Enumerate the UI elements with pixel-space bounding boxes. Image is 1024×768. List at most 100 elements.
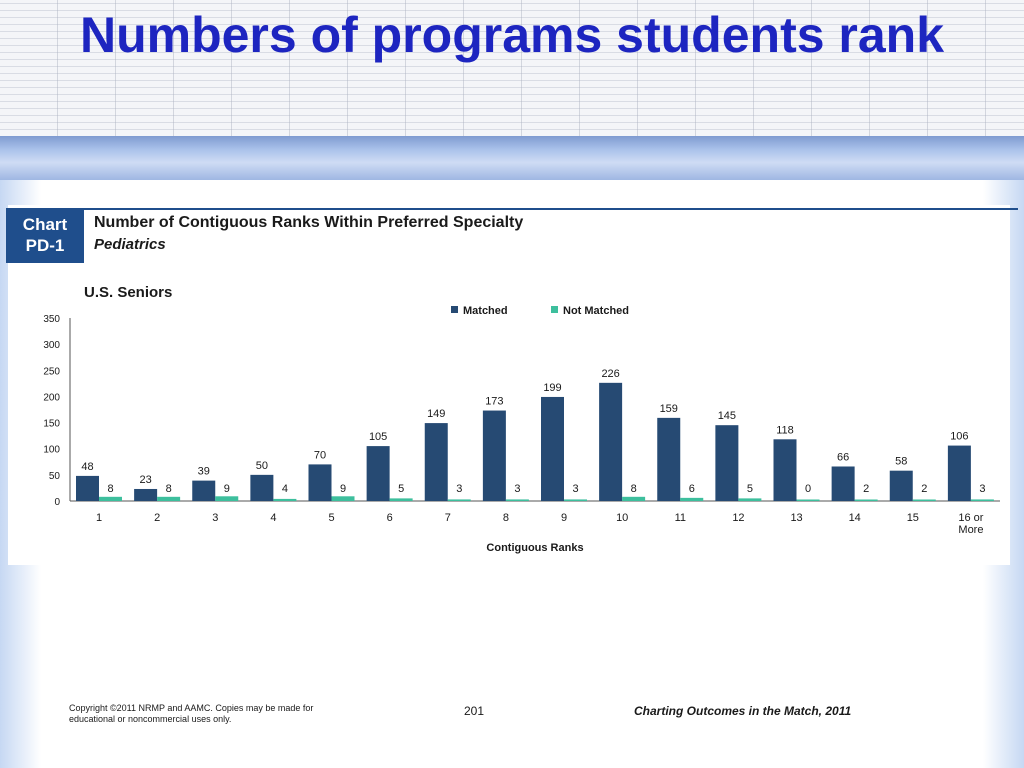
data-label-not-matched: 5 [398,483,404,495]
bar-matched [657,417,681,501]
bar-not-matched [273,498,297,501]
bar-not-matched [796,499,820,501]
data-label-matched: 173 [485,396,503,408]
chart-header-rule [84,208,1018,210]
chart-title: Number of Contiguous Ranks Within Prefer… [94,214,524,231]
data-label-matched: 70 [314,449,326,461]
x-tick-label: 7 [445,512,451,524]
data-label-not-matched: 2 [863,483,869,495]
bar-matched [76,475,99,501]
chart-panel [8,205,1010,565]
x-tick-label: 13 [790,512,802,524]
bar-matched [482,410,506,501]
header-band [0,136,1024,180]
bar-not-matched [157,496,181,501]
data-label-matched: 105 [369,431,387,443]
data-label-not-matched: 3 [514,483,520,495]
data-label-matched: 149 [427,408,445,420]
y-tick-label: 150 [43,419,60,430]
copyright-text: Copyright ©2011 NRMP and AAMC. Copies ma… [69,703,314,724]
bar-not-matched [680,497,704,501]
bar-not-matched [970,499,994,501]
x-tick-label: 8 [503,512,509,524]
data-label-matched: 48 [81,461,93,473]
data-label-not-matched: 8 [107,483,113,495]
x-tick-label: 9 [561,512,567,524]
page-number: 201 [464,704,485,718]
x-tick-label: 15 [907,512,919,524]
footer-title: Charting Outcomes in the Match, 2011 [634,704,852,718]
y-tick-label: 50 [49,471,61,482]
x-tick-label: 4 [270,512,276,524]
slide-title: Numbers of programs students rank [79,7,945,63]
data-label-matched: 118 [776,424,794,436]
bar-matched [134,488,158,501]
y-tick-label: 350 [43,314,60,325]
bar-not-matched [505,499,529,501]
data-label-not-matched: 6 [689,483,695,495]
bar-matched [715,425,739,501]
x-tick-label: 10 [616,512,628,524]
bar-not-matched [331,496,355,501]
data-label-not-matched: 2 [921,483,927,495]
legend-swatch [451,306,458,313]
bar-not-matched [912,499,936,501]
legend-label: Not Matched [563,305,629,317]
y-tick-label: 0 [54,497,60,508]
bar-matched [831,466,855,501]
data-label-matched: 106 [950,431,968,443]
bar-matched [308,464,332,501]
bar-not-matched [854,499,878,501]
y-tick-label: 100 [43,445,60,456]
chart-subtitle: Pediatrics [94,236,166,253]
bar-not-matched [564,499,587,501]
x-tick-label: 2 [154,512,160,524]
bar-matched [192,480,216,501]
bar-not-matched [447,499,471,501]
legend-label: Matched [463,305,508,317]
legend-swatch [551,306,558,313]
data-label-not-matched: 4 [282,483,288,495]
y-tick-label: 250 [43,366,60,377]
bar-not-matched [622,496,646,501]
data-label-matched: 159 [660,403,678,415]
x-tick-label: 1 [96,512,102,524]
data-label-matched: 39 [198,466,210,478]
y-tick-label: 300 [43,340,60,351]
x-tick-label: 11 [675,512,686,524]
chart-badge: Chart PD-1 [6,208,84,263]
data-label-matched: 58 [895,456,907,468]
data-label-not-matched: 3 [456,483,462,495]
data-label-not-matched: 3 [979,483,985,495]
data-label-not-matched: 5 [747,483,753,495]
data-label-not-matched: 3 [572,483,578,495]
group-label: U.S. Seniors [84,284,173,301]
header-background: Numbers of programs students rank [0,0,1024,136]
data-label-matched: 66 [837,451,849,463]
bar-not-matched [738,498,762,501]
bar-not-matched [389,498,413,501]
data-label-matched: 226 [601,368,619,380]
data-label-matched: 199 [543,382,561,394]
x-tick-label: More [958,524,983,536]
data-label-not-matched: 9 [224,483,230,495]
x-tick-label: 12 [732,512,744,524]
data-label-not-matched: 8 [631,483,637,495]
bar-matched [541,396,564,501]
data-label-not-matched: 9 [340,483,346,495]
y-tick-label: 200 [43,392,60,403]
x-tick-label: 16 or [958,512,983,524]
bar-matched [424,423,448,501]
x-tick-label: 5 [329,512,335,524]
x-axis-label: Contiguous Ranks [486,542,583,554]
bar-not-matched [215,496,239,501]
bar-matched [947,445,971,501]
data-label-matched: 23 [140,474,152,486]
data-label-matched: 145 [718,410,736,422]
x-tick-label: 3 [212,512,218,524]
bar-not-matched [99,496,122,501]
x-tick-label: 14 [849,512,861,524]
data-label-matched: 50 [256,460,268,472]
bar-matched [250,474,274,501]
bar-matched [366,446,390,501]
